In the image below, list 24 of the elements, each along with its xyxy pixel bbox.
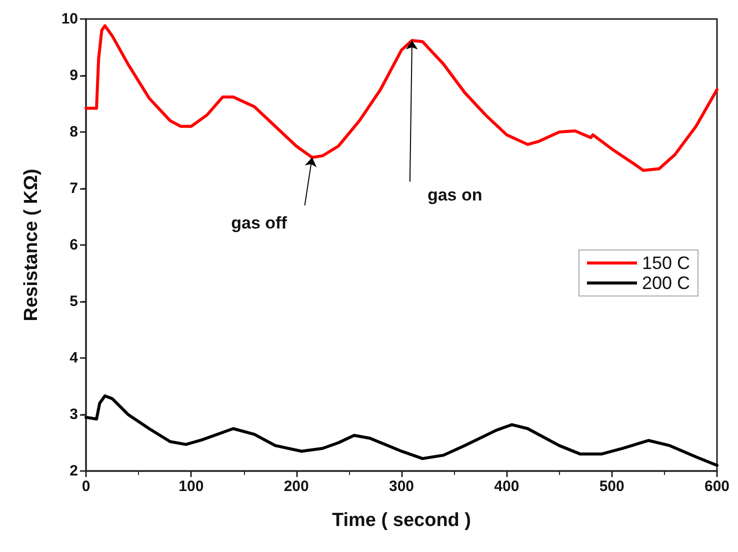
y-tick-label: 2 [70, 462, 78, 480]
x-tick-label: 200 [284, 478, 309, 495]
x-tick-label: 600 [704, 478, 730, 495]
x-tick-label: 400 [494, 478, 520, 495]
x-axis-title: Time ( second ) [332, 510, 472, 531]
y-tick-label: 3 [70, 406, 78, 423]
y-tick-label: 6 [70, 236, 78, 254]
annotation: gas off [231, 213, 288, 232]
line-series [84, 24, 718, 172]
x-tick-label: 500 [599, 478, 624, 495]
legend-label: 200 C [642, 273, 690, 293]
y-axis-title: Resistance ( KΩ) [21, 168, 42, 322]
y-tick-label: 5 [70, 293, 78, 310]
y-tick-label: 4 [70, 350, 79, 366]
x-tick-label: 0 [82, 478, 90, 495]
x-tick-label: 300 [388, 478, 414, 495]
y-tick-label: 8 [70, 124, 78, 140]
y-tick-label: 9 [70, 67, 78, 84]
y-tick-label: 7 [70, 180, 78, 197]
legend-label: 150 C [642, 253, 690, 273]
annotation: gas on [427, 186, 482, 205]
line-series [84, 394, 718, 467]
y-tick-label: 10 [61, 10, 78, 28]
x-tick-label: 100 [178, 478, 204, 495]
